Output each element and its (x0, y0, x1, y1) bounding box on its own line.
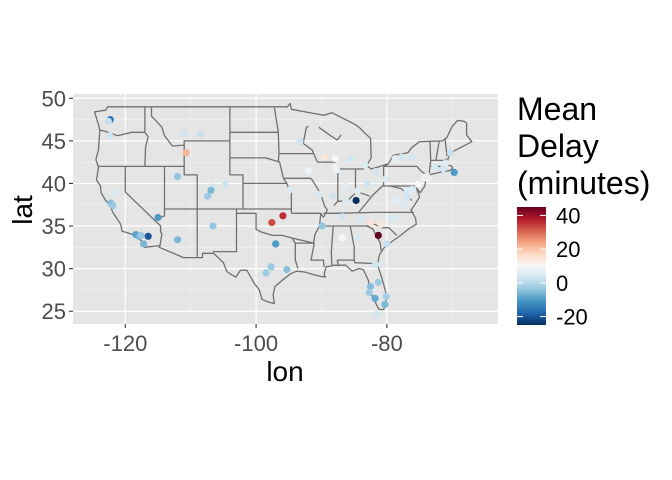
airport-point (365, 288, 373, 297)
airport-point (221, 180, 229, 188)
airport-point (137, 231, 145, 239)
airport-point (377, 220, 385, 228)
airport-point (209, 222, 217, 230)
airport-point (381, 175, 390, 183)
airport-point (357, 215, 365, 223)
airport-points (104, 116, 458, 319)
airport-point (111, 190, 119, 198)
airport-point (450, 168, 458, 176)
airport-point (272, 240, 280, 248)
airport-point (372, 167, 380, 176)
x-axis-ticks: -120 -100 -80 (103, 324, 403, 356)
legend: Mean Delay (minutes) 40 20 0 -20 (517, 91, 650, 330)
airport-point (363, 179, 371, 187)
airport-point (391, 155, 399, 163)
airport-point (373, 311, 381, 319)
airport-point (342, 196, 350, 205)
airport-point (204, 192, 212, 200)
airport-point (140, 240, 148, 248)
airport-point (423, 173, 431, 181)
y-tick-label: 45 (42, 129, 66, 154)
airport-point (366, 282, 375, 291)
x-tick-label: -100 (234, 331, 278, 356)
airport-point (353, 187, 361, 195)
airport-point (154, 213, 162, 222)
airport-point (382, 293, 390, 301)
airport-point (446, 149, 454, 157)
airport-point (109, 202, 117, 210)
legend-title-line-3: (minutes) (517, 165, 650, 201)
airport-point (442, 159, 450, 167)
airport-point (331, 155, 339, 163)
airport-point (332, 166, 341, 174)
airport-point (296, 138, 304, 146)
airport-point (329, 192, 337, 200)
airport-point (321, 153, 329, 161)
y-tick-label: 50 (42, 86, 66, 111)
airport-point (408, 185, 416, 193)
airport-point (196, 130, 205, 138)
airport-point (398, 153, 406, 161)
x-tick-label: -80 (371, 331, 403, 356)
airport-point (431, 163, 439, 171)
legend-tick-label: 20 (556, 237, 580, 262)
airport-point (354, 234, 362, 242)
y-axis-ticks: 25 30 35 40 45 50 (42, 86, 73, 324)
airport-point (304, 167, 312, 175)
legend-ticks: 40 20 0 -20 (517, 203, 588, 330)
airport-point (361, 161, 369, 169)
airport-point (372, 260, 380, 268)
airport-point (439, 165, 447, 173)
airport-point (268, 219, 276, 227)
airport-point (180, 130, 188, 138)
airport-point (342, 182, 350, 190)
airport-point (315, 190, 324, 199)
airport-point (338, 213, 346, 221)
airport-point (207, 186, 215, 194)
y-tick-label: 35 (42, 214, 66, 239)
airport-point (414, 180, 422, 188)
airport-point (371, 294, 379, 302)
airport-point (174, 236, 182, 244)
airport-point (346, 155, 354, 163)
legend-title-line-1: Mean (517, 91, 597, 127)
airport-point (383, 240, 391, 248)
legend-tick-label: 40 (556, 203, 580, 228)
airport-point (408, 153, 416, 161)
airport-point (393, 196, 401, 205)
legend-tick-label: -20 (556, 305, 588, 330)
airport-point (279, 212, 287, 220)
x-axis-title: lon (266, 356, 303, 387)
legend-title-line-2: Delay (517, 128, 599, 164)
airport-point (267, 263, 275, 271)
airport-point (144, 232, 152, 240)
airport-point (374, 278, 382, 286)
airport-point (374, 231, 382, 239)
airport-point (262, 269, 270, 277)
airport-point (174, 173, 182, 181)
airport-point (106, 132, 114, 140)
airport-point (381, 300, 389, 308)
airport-point (283, 265, 291, 274)
airport-point (366, 219, 375, 227)
airport-point (352, 196, 360, 205)
legend-tick-label: 0 (556, 271, 568, 296)
y-tick-label: 25 (42, 299, 66, 324)
legend-colorbar (517, 207, 546, 325)
airport-point (104, 117, 112, 125)
airport-point (287, 185, 295, 193)
airport-point (403, 194, 411, 202)
airport-point (318, 222, 326, 230)
y-axis-title: lat (7, 195, 38, 225)
x-tick-label: -120 (103, 331, 147, 356)
airport-point (338, 234, 346, 242)
y-tick-label: 40 (42, 171, 66, 196)
airport-point (399, 201, 407, 209)
airport-point (388, 213, 396, 221)
airport-point (182, 149, 190, 157)
y-tick-label: 30 (42, 257, 66, 282)
